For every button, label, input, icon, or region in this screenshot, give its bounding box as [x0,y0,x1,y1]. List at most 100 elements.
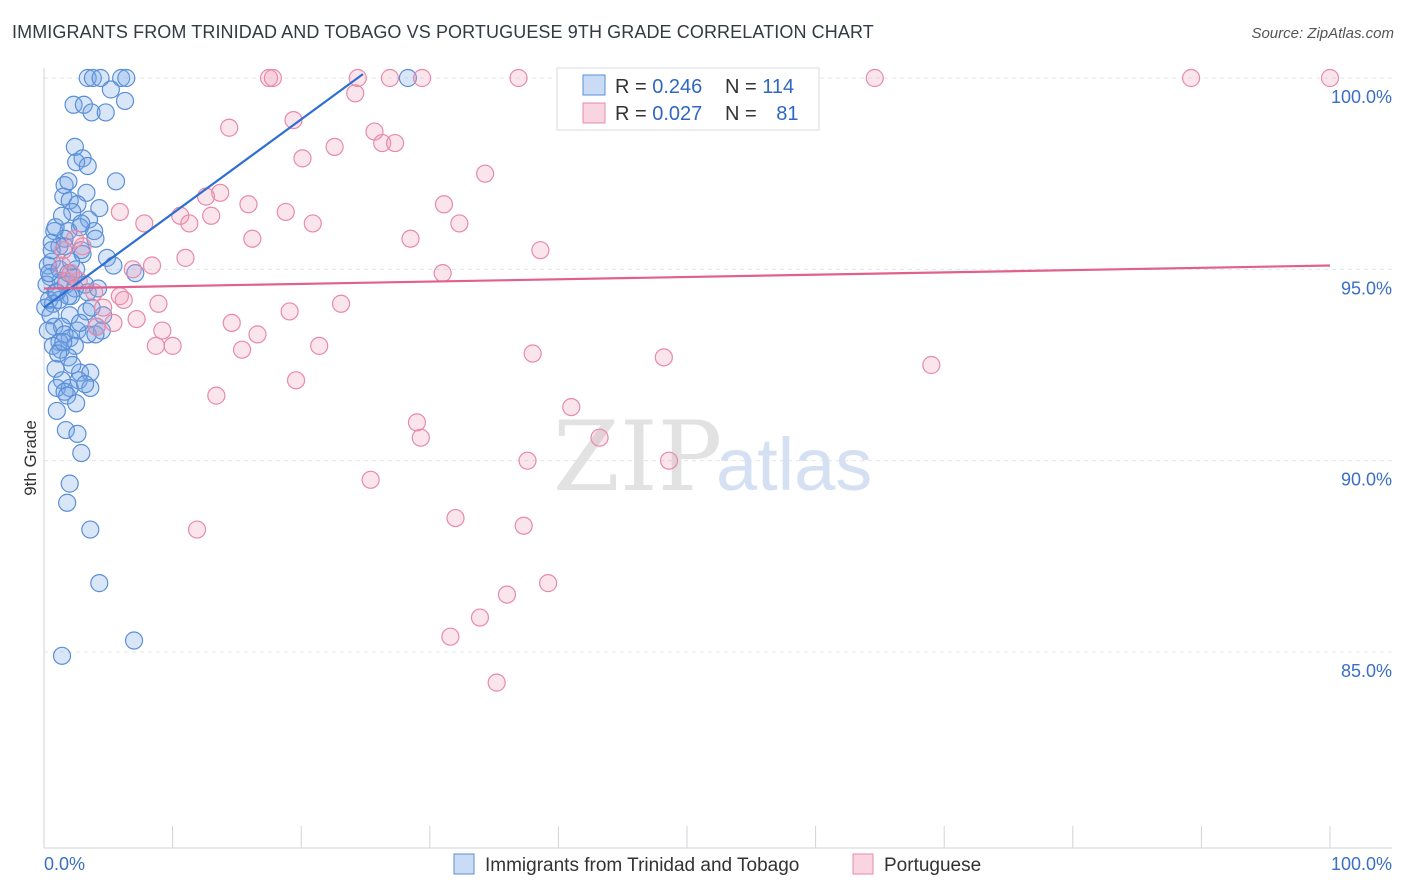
portuguese-point-75 [470,608,490,627]
portuguese-point-68 [659,451,679,470]
portuguese-point-0 [259,68,279,88]
portuguese-point-74 [497,585,517,604]
legend-n-portuguese: N = 81 [725,103,799,125]
trinidad-point-95 [41,306,60,325]
trinidad-point-14 [67,153,86,172]
portuguese-point-38 [123,260,142,279]
portuguese-point-45 [149,294,168,313]
trinidad-point-86 [60,474,79,493]
trinidad-point-23 [90,199,109,218]
trinidad-point-82 [47,401,66,421]
portuguese-point-16 [293,149,312,168]
portuguese-point-6 [865,68,884,88]
trinidad-point-89 [90,574,109,593]
portuguese-point-61 [286,371,306,390]
portuguese-point-54 [146,336,165,355]
portuguese-point-17 [475,164,495,183]
legend-n-trinidad: N = 114 [725,76,794,98]
portuguese-point-25 [202,206,221,225]
portuguese-point-67 [518,451,537,470]
y-axis-label: 9th Grade [21,420,40,496]
portuguese-point-23 [110,202,129,222]
portuguese-point-55 [163,336,182,355]
trinidad-point-87 [58,493,77,512]
trinidad-point-7 [115,91,135,111]
trinidad-point-38 [38,256,57,275]
trinidad-trend-line [43,73,364,309]
portuguese-trend-line [43,264,1331,290]
portuguese-point-30 [243,229,262,248]
trinidad-point-1 [83,68,102,88]
portuguese-point-15 [325,137,344,156]
portuguese-point-35 [176,248,195,267]
portuguese-point-80 [94,298,113,317]
trinidad-point-3 [112,68,131,88]
legend-r-label-0: R = [615,76,652,98]
y-tick-label-3: 85.0% [1341,661,1392,681]
portuguese-point-39 [433,264,452,283]
trinidad-point-97 [49,344,68,363]
portuguese-point-69 [361,470,380,489]
series-legend: Immigrants from Trinidad and Tobago Port… [453,853,981,876]
legend-swatch-portuguese [582,102,606,124]
trinidad-point-8 [64,95,83,114]
portuguese-point-73 [539,574,558,593]
portuguese-point-5 [509,68,528,88]
y-tick-label-1: 95.0% [1341,278,1392,298]
portuguese-point-22 [276,202,295,222]
portuguese-point-7 [1182,68,1201,88]
chart-title: IMMIGRANTS FROM TRINIDAD AND TOBAGO VS P… [12,22,874,42]
trinidad-point-4 [117,68,136,88]
legend-n-value-1: 81 [776,103,798,125]
watermark-zip: ZIP [553,401,722,513]
portuguese-point-51 [87,317,106,336]
trinidad-point-101 [63,355,82,375]
portuguese-point-78 [61,264,81,283]
x-axis-ticks [43,826,1331,848]
trinidad-point-5 [398,68,418,88]
source-credit: Source: ZipAtlas.com [1251,25,1394,42]
trinidad-point-72 [70,363,90,382]
portuguese-point-77 [487,673,506,692]
portuguese-point-18 [211,183,230,202]
trinidad-point-39 [104,256,123,275]
portuguese-point-44 [114,290,133,310]
portuguese-point-28 [303,214,322,233]
portuguese-point-1 [263,68,283,88]
portuguese-point-79 [73,237,92,256]
legend-r-value-1: 0.027 [652,103,702,125]
portuguese-point-26 [135,214,154,233]
trinidad-point-100 [54,332,73,352]
trinidad-point-64 [86,325,105,344]
trinidad-point-91 [52,646,72,665]
legend-n-value-0: 114 [762,76,794,98]
portuguese-point-3 [380,68,400,88]
legend-swatch-trinidad [582,74,606,96]
trinidad-point-11 [96,103,115,122]
portuguese-point-52 [153,321,172,340]
portuguese-point-4 [412,68,432,88]
trinidad-point-9 [74,95,93,114]
portuguese-point-57 [232,340,252,359]
portuguese-point-19 [196,187,216,206]
portuguese-point-59 [654,348,673,367]
trinidad-point-85 [72,443,91,463]
trinidad-point-84 [68,424,87,443]
trinidad-point-15 [78,156,97,176]
portuguese-point-62 [207,386,226,405]
legend-row-portuguese: R = 0.027 [615,103,702,125]
series-trinidad-points [36,68,418,665]
portuguese-point-47 [280,302,299,321]
portuguese-point-70 [446,508,465,528]
portuguese-point-32 [65,229,84,248]
portuguese-point-43 [85,283,104,302]
legend-n-label-1: N = [725,103,762,125]
legend-r-value-0: 0.246 [652,76,702,98]
trinidad-point-111 [76,375,95,394]
portuguese-point-11 [220,118,239,137]
trinidad-point-0 [78,68,97,88]
portuguese-point-13 [373,133,392,153]
series-legend-label-trinidad: Immigrants from Trinidad and Tobago [485,855,799,876]
portuguese-point-21 [434,195,454,214]
y-tick-label-2: 90.0% [1341,470,1392,490]
